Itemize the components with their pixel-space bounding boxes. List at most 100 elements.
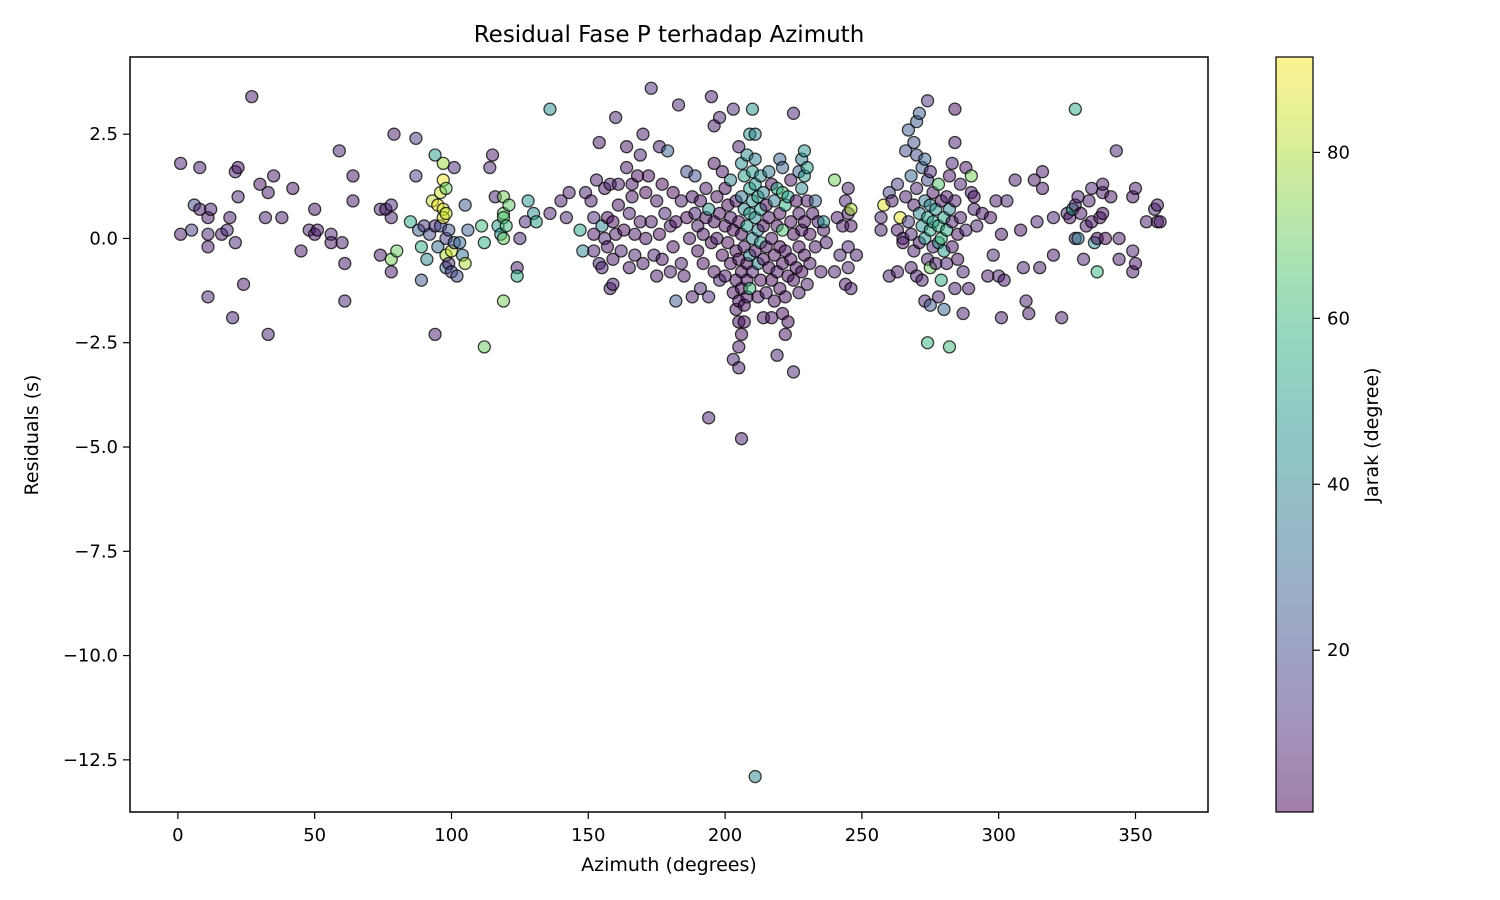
scatter-point [1112,231,1126,246]
scatter-point [904,169,918,183]
scatter-point [781,315,795,329]
scatter-point [844,281,858,296]
scatter-point [841,240,855,254]
colorbar-label: Jarak (degree) [1361,367,1383,503]
scatter-point [929,256,943,271]
scatter-point [967,190,981,204]
scatter-point [633,215,647,229]
scatter-point [712,110,727,125]
scatter-point [611,198,626,212]
scatter-point [1000,194,1014,208]
scatter-point [461,223,475,237]
scatter-point [639,185,653,200]
scatter-point [1054,311,1069,325]
scatter-point [997,273,1011,287]
scatter-point [409,169,423,183]
scatter-point [663,265,678,279]
scatter-point [587,210,601,225]
scatter-point [786,273,801,287]
scatter-point [937,302,951,317]
scatter-point [450,269,464,283]
scatter-point [622,206,636,221]
scatter-point [513,231,527,246]
scatter-point [948,135,962,150]
scatter-point [784,215,798,229]
scatter-point [1109,144,1123,158]
scatter-point [1126,244,1140,258]
scatter-point [707,156,721,171]
scatter-point [1112,252,1126,266]
scatter-point [923,298,937,312]
scatter-point [373,248,387,262]
scatter-point [1139,215,1154,229]
scatter-point [874,210,888,225]
y-tick-label: −12.5 [63,750,118,771]
scatter-point [764,231,779,246]
scatter-point [428,148,442,162]
scatter-point [841,181,855,196]
scatter-point [499,219,513,233]
scatter-point [885,194,899,208]
scatter-point [942,340,957,354]
scatter-point [387,127,401,141]
scatter-point [641,169,656,183]
scatter-point [453,235,467,250]
scatter-point [1150,198,1165,212]
colorbar-frame [1275,56,1314,813]
scatter-points [173,81,1167,784]
scatter-point [600,240,615,254]
scatter-point [748,152,762,166]
scatter-point [201,290,215,304]
x-tick-label: 250 [845,825,879,846]
scatter-point [912,106,926,120]
scatter-point [658,206,672,221]
scatter-point [403,215,418,229]
x-tick-label: 300 [982,825,1016,846]
scatter-point [477,235,491,250]
scatter-point [948,194,962,208]
scatter-point [715,248,730,262]
y-tick-label: −5.0 [74,437,118,458]
scatter-point [710,231,724,246]
scatter-point [723,173,738,187]
scatter-point [1027,173,1041,187]
scatter-point [225,311,240,325]
colorbar-ticks: 20 40 60 80 [1313,142,1350,661]
scatter-point [346,169,360,183]
scatter-point [308,202,322,216]
scatter-point [384,210,398,225]
scatter-point [409,131,423,145]
scatter-point [286,181,300,196]
scatter-point [721,235,735,250]
scatter-point [474,219,489,233]
scatter-point [964,169,978,183]
scatter-point [816,215,831,229]
scatter-point [767,294,781,308]
scatter-point [959,223,973,237]
x-tick-label: 50 [303,825,326,846]
scatter-point [844,219,858,233]
scatter-point [346,194,360,208]
scatter-point [587,244,601,258]
x-tick-label: 350 [1118,825,1152,846]
scatter-point [592,135,606,150]
scatter-point [442,223,456,237]
scatter-point [628,227,642,241]
scatter-point [899,190,913,204]
scatter-point [261,185,275,200]
scatter-point [734,432,749,446]
scatter-point [310,223,325,237]
scatter-point [608,110,623,125]
scatter-point [732,340,746,354]
scatter-point [458,198,472,212]
scatter-point [439,206,453,221]
scatter-point [628,248,642,262]
scatter-point [981,269,995,283]
scatter-point [338,294,352,308]
y-tick-label: 0.0 [89,228,118,249]
scatter-point [1068,102,1082,116]
scatter-point [496,294,511,308]
scatter-point [543,206,557,221]
scatter-point [619,160,634,175]
